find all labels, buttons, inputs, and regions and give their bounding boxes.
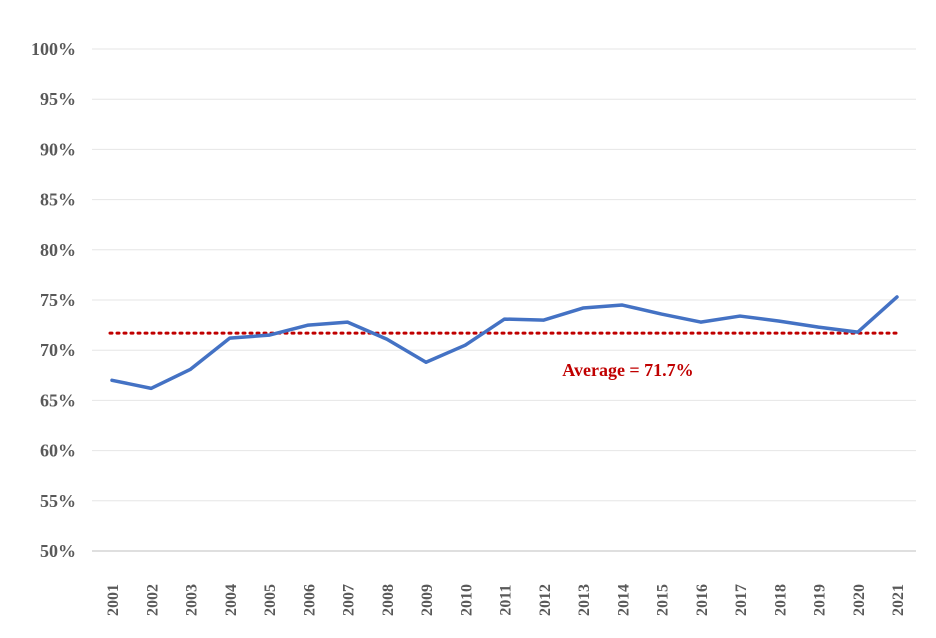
x-tick-label: 2012	[537, 584, 554, 616]
y-tick-label: 85%	[40, 190, 76, 210]
y-tick-label: 55%	[40, 491, 76, 511]
x-tick-label: 2003	[184, 584, 201, 616]
data-point	[385, 337, 389, 341]
data-point	[149, 386, 153, 390]
x-tick-label: 2021	[890, 584, 907, 616]
x-tick-label: 2005	[262, 584, 279, 616]
data-point	[542, 318, 546, 322]
y-tick-label: 75%	[40, 290, 76, 310]
average-label: Average = 71.7%	[562, 360, 693, 380]
x-tick-label: 2019	[812, 584, 829, 616]
y-tick-label: 60%	[40, 441, 76, 461]
x-tick-label: 2017	[733, 584, 750, 616]
data-point	[777, 319, 781, 323]
data-point	[228, 336, 232, 340]
data-point	[895, 295, 899, 299]
x-tick-label: 2006	[301, 584, 318, 616]
x-tick-label: 2020	[851, 584, 868, 616]
x-tick-label: 2016	[694, 584, 711, 616]
x-tick-label: 2013	[576, 584, 593, 616]
x-tick-label: 2014	[615, 584, 632, 616]
y-axis: 50% 55% 60% 65% 70% 75% 80% 85% 90% 95% 100%	[31, 39, 76, 561]
data-point	[267, 333, 271, 337]
x-tick-label: 2018	[772, 584, 789, 616]
data-point	[660, 312, 663, 316]
data-point	[699, 320, 703, 324]
data-point	[620, 303, 624, 307]
data-point	[856, 330, 860, 334]
x-tick-label: 2011	[498, 584, 515, 615]
data-point	[817, 325, 820, 329]
series-line	[110, 295, 899, 391]
y-tick-label: 90%	[40, 139, 76, 159]
x-tick-label: 2004	[223, 584, 240, 616]
data-point	[503, 317, 506, 321]
y-tick-label: 70%	[40, 340, 76, 360]
y-tick-label: 65%	[40, 390, 76, 410]
data-point	[306, 323, 310, 327]
data-point	[738, 314, 742, 318]
x-tick-label: 2010	[458, 584, 475, 616]
series-group	[110, 295, 899, 391]
data-point	[463, 343, 467, 347]
data-point	[346, 320, 349, 324]
x-tick-label: 2007	[341, 584, 358, 616]
x-tick-label: 2001	[105, 584, 122, 616]
data-point	[424, 360, 428, 364]
x-axis: 2001 2002 2003 2004 2005 2006 2007 2008 2009 2010…	[92, 550, 916, 616]
data-point	[581, 306, 585, 310]
x-tick-label: 2015	[655, 584, 672, 616]
y-tick-label: 50%	[40, 541, 76, 561]
gridlines	[92, 48, 916, 502]
data-point	[110, 378, 114, 382]
x-tick-label: 2008	[380, 584, 397, 616]
y-tick-label: 80%	[40, 240, 76, 260]
x-tick-label: 2009	[419, 584, 436, 616]
y-tick-label: 100%	[31, 39, 76, 59]
average-reference: Average = 71.7%	[108, 331, 899, 380]
y-tick-label: 95%	[40, 89, 76, 109]
data-point	[189, 367, 192, 371]
x-tick-label: 2002	[144, 584, 161, 616]
